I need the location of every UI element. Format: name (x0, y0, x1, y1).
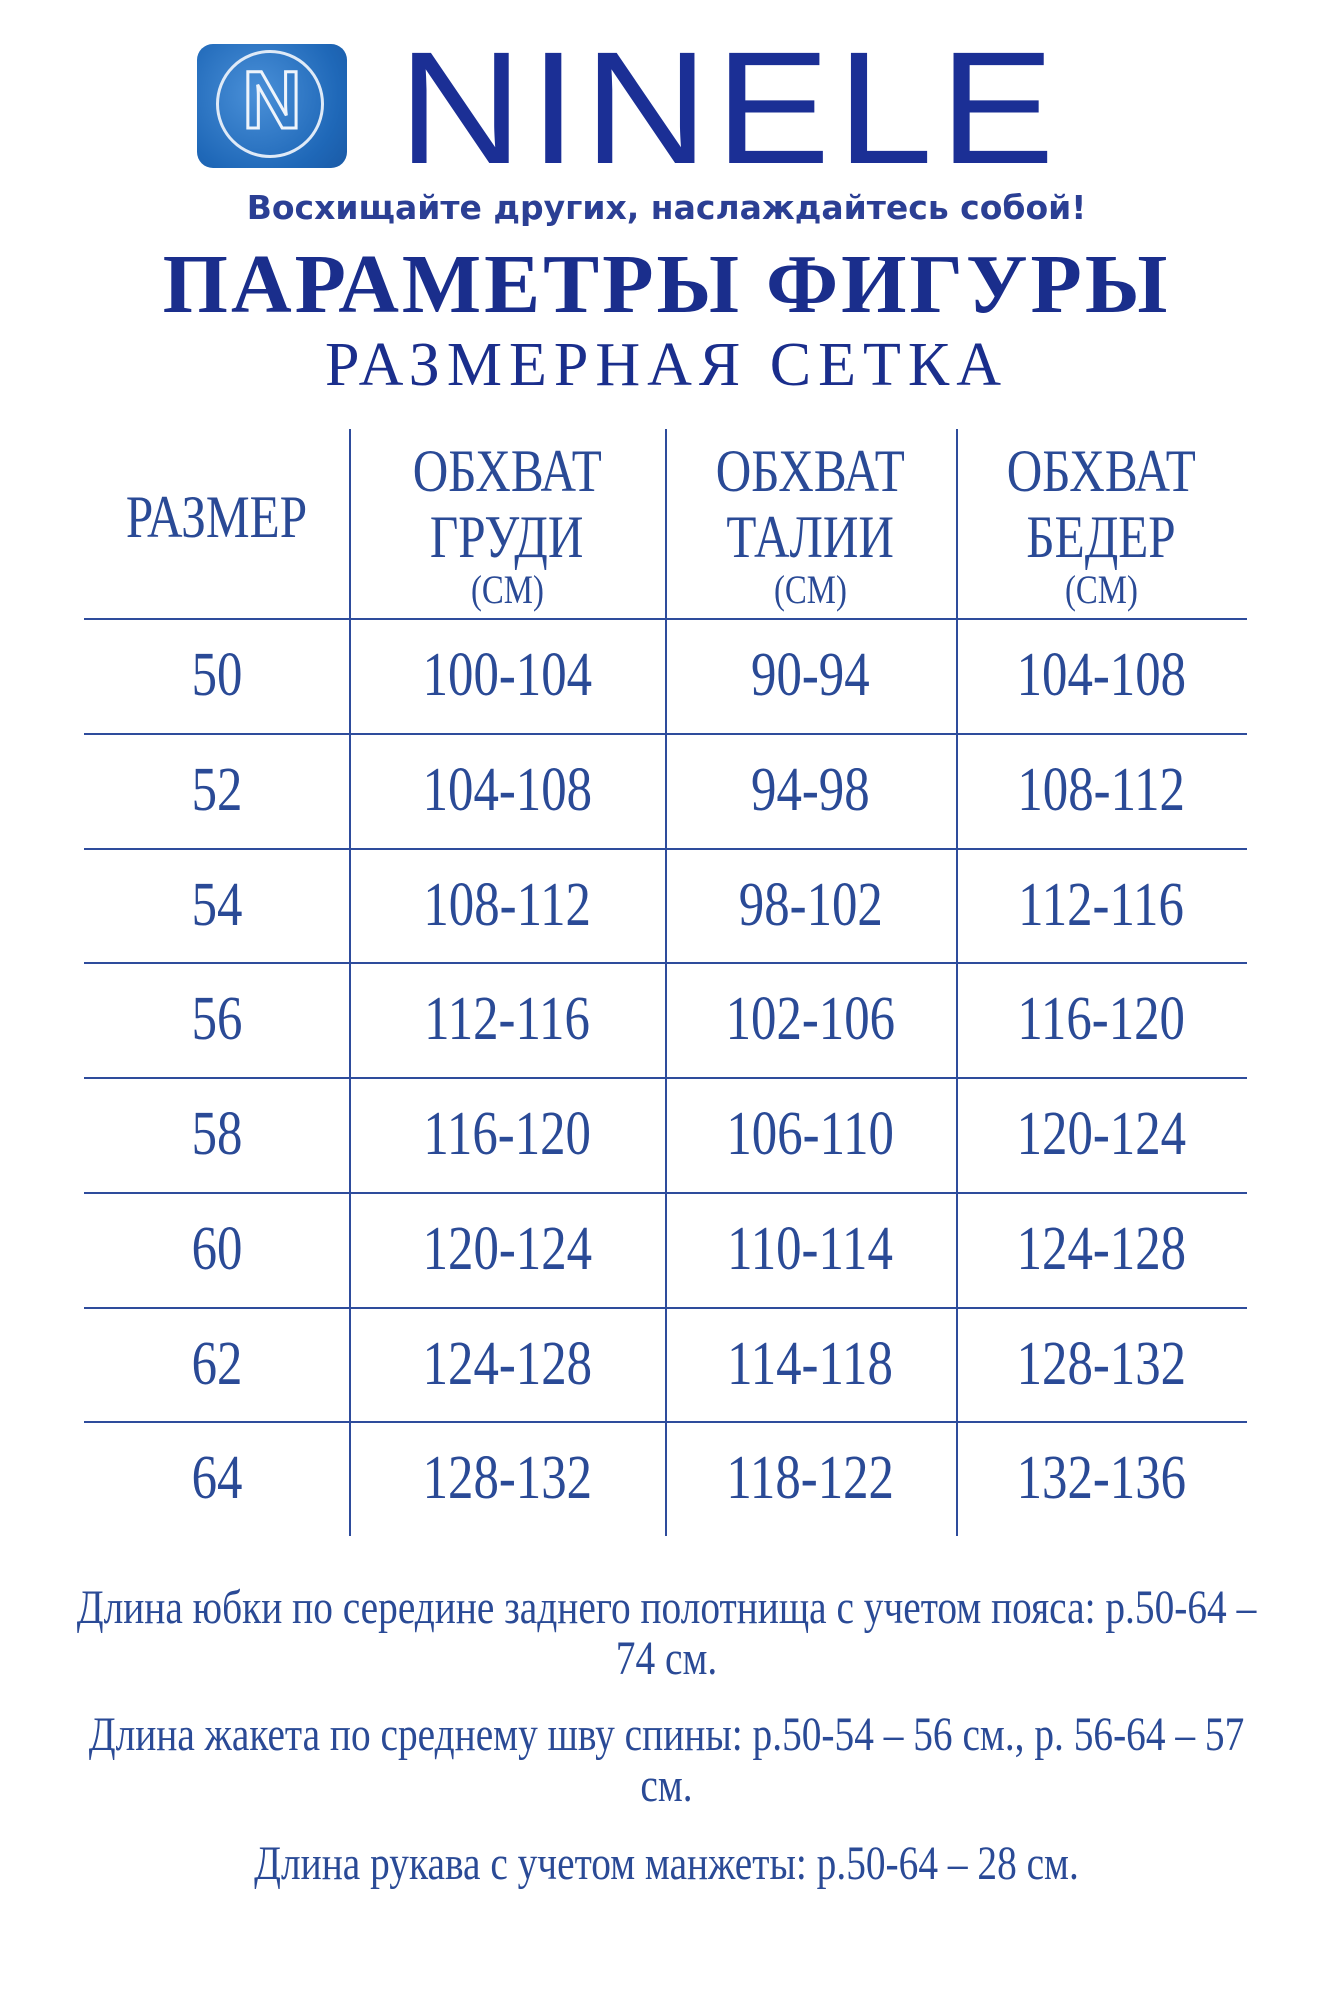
column-header: РАЗМЕР (84, 429, 349, 618)
measure-cell: 106-110 (665, 1077, 956, 1192)
measure-cell: 108-112 (956, 733, 1247, 848)
cell-value: 110-114 (727, 1215, 894, 1283)
size-cell: 62 (84, 1307, 349, 1422)
cell-value: 104-108 (1016, 641, 1187, 709)
cell-value: 104-108 (422, 756, 592, 824)
row-divider (84, 733, 1247, 735)
column-header-label: БЕДЕР (1026, 503, 1177, 570)
measure-cell: 98-102 (665, 848, 956, 963)
column-header-label: ОБХВАТ (715, 437, 906, 504)
cell-value: 120-124 (422, 1215, 592, 1283)
measure-cell: 104-108 (349, 733, 665, 848)
logo-letter: N (241, 54, 303, 148)
logo-ring (216, 50, 324, 158)
cell-value: 54 (191, 871, 242, 939)
cell-value: 58 (191, 1100, 242, 1168)
brand-name: NINELE (398, 18, 1062, 197)
cell-value: 118-122 (726, 1444, 895, 1512)
measure-cell: 116-120 (349, 1077, 665, 1192)
measure-cell: 120-124 (956, 1077, 1247, 1192)
cell-value: 112-116 (1018, 871, 1185, 939)
cell-value: 124-128 (422, 1330, 592, 1398)
cell-value: 90-94 (751, 641, 870, 709)
size-cell: 50 (84, 618, 349, 733)
measure-cell: 104-108 (956, 618, 1247, 733)
column-unit: (СМ) (1065, 566, 1138, 612)
size-cell: 56 (84, 962, 349, 1077)
cell-value: 108-112 (1017, 756, 1186, 824)
cell-value: 124-128 (1016, 1215, 1187, 1283)
cell-value: 108-112 (423, 871, 591, 939)
measure-cell: 100-104 (349, 618, 665, 733)
size-cell: 54 (84, 848, 349, 963)
column-header-label: ОБХВАТ (412, 437, 602, 504)
column-divider (665, 429, 667, 1536)
row-divider (84, 962, 1247, 964)
cell-value: 56 (191, 985, 242, 1053)
cell-value: 116-120 (423, 1100, 591, 1168)
size-cell: 64 (84, 1421, 349, 1536)
cell-value: 64 (191, 1444, 242, 1512)
measure-cell: 102-106 (665, 962, 956, 1077)
page-subtitle: РАЗМЕРНАЯ СЕТКА (325, 331, 1008, 399)
size-cell: 58 (84, 1077, 349, 1192)
measure-cell: 132-136 (956, 1421, 1247, 1536)
row-divider (84, 1307, 1247, 1309)
cell-value: 50 (191, 641, 242, 709)
column-unit: (СМ) (774, 566, 847, 612)
cell-value: 114-118 (727, 1330, 894, 1398)
column-header-label: ГРУДИ (430, 503, 584, 570)
measure-cell: 94-98 (665, 733, 956, 848)
column-header-label: РАЗМЕР (125, 483, 308, 550)
note-sleeve-length: Длина рукава с учетом манжеты: р.50-64 –… (254, 1837, 1079, 1890)
note-skirt-length: Длина юбки по середине заднего полотнища… (76, 1581, 1257, 1685)
column-divider (956, 429, 958, 1536)
header-divider (84, 618, 1247, 620)
measure-cell: 124-128 (956, 1192, 1247, 1307)
row-divider (84, 1192, 1247, 1194)
logo-icon: N (197, 44, 347, 168)
measure-cell: 128-132 (956, 1307, 1247, 1422)
cell-value: 128-132 (1016, 1330, 1187, 1398)
cell-value: 132-136 (1016, 1444, 1187, 1512)
measure-cell: 112-116 (956, 848, 1247, 963)
measure-cell: 90-94 (665, 618, 956, 733)
cell-value: 128-132 (422, 1444, 592, 1512)
note-jacket-length: Длина жакета по среднему шву спины: р.50… (88, 1708, 1245, 1812)
measure-cell: 116-120 (956, 962, 1247, 1077)
cell-value: 62 (191, 1330, 242, 1398)
cell-value: 60 (191, 1215, 242, 1283)
cell-value: 98-102 (738, 871, 883, 939)
measure-cell: 128-132 (349, 1421, 665, 1536)
cell-value: 106-110 (726, 1100, 895, 1168)
cell-value: 102-106 (725, 985, 896, 1053)
measure-cell: 110-114 (665, 1192, 956, 1307)
page-title: ПАРАМЕТРЫ ФИГУРЫ (162, 238, 1171, 331)
cell-value: 94-98 (751, 756, 870, 824)
column-header-label: ТАЛИИ (726, 503, 895, 570)
row-divider (84, 1421, 1247, 1423)
column-header: ОБХВАТ ГРУДИ (СМ) (349, 429, 665, 618)
measure-cell: 114-118 (665, 1307, 956, 1422)
cell-value: 100-104 (422, 641, 592, 709)
cell-value: 116-120 (1017, 985, 1186, 1053)
cell-value: 52 (191, 756, 242, 824)
column-divider (349, 429, 351, 1536)
measure-cell: 120-124 (349, 1192, 665, 1307)
size-cell: 52 (84, 733, 349, 848)
measure-cell: 118-122 (665, 1421, 956, 1536)
row-divider (84, 1077, 1247, 1079)
measure-cell: 108-112 (349, 848, 665, 963)
measure-cell: 124-128 (349, 1307, 665, 1422)
column-header: ОБХВАТ ТАЛИИ (СМ) (665, 429, 956, 618)
row-divider (84, 848, 1247, 850)
column-header: ОБХВАТ БЕДЕР (СМ) (956, 429, 1247, 618)
cell-value: 112-116 (424, 985, 590, 1053)
cell-value: 120-124 (1016, 1100, 1187, 1168)
column-header-label: ОБХВАТ (1006, 437, 1197, 504)
size-cell: 60 (84, 1192, 349, 1307)
measure-cell: 112-116 (349, 962, 665, 1077)
column-unit: (СМ) (470, 566, 544, 612)
tagline: Восхищайте других, наслаждайтесь собой! (246, 188, 1087, 227)
